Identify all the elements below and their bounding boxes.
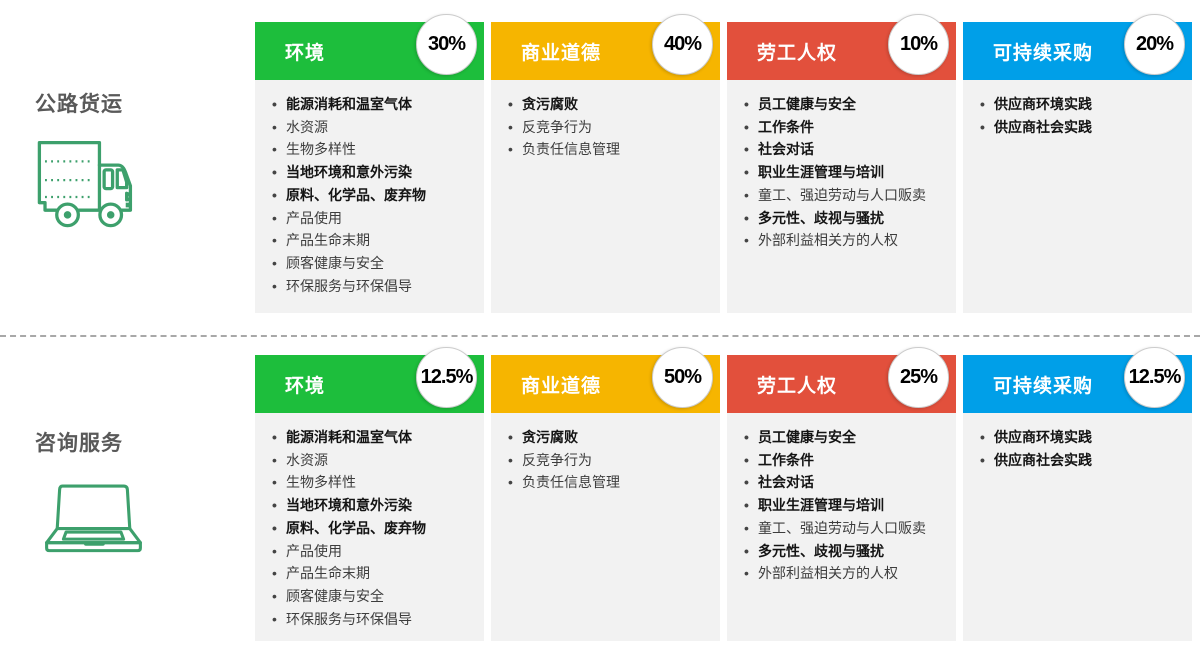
topic-list: 供应商环境实践供应商社会实践 — [963, 80, 1192, 313]
topic-item: 工作条件 — [741, 117, 940, 138]
topic-item: 反竞争行为 — [505, 117, 704, 138]
category-title: 可持续采购 — [993, 375, 1094, 397]
topic-item: 产品生命末期 — [269, 230, 468, 251]
topic-item: 能源消耗和温室气体 — [269, 94, 468, 115]
topic-item: 职业生涯管理与培训 — [741, 495, 940, 516]
topic-item: 水资源 — [269, 117, 468, 138]
percentage-badge: 12.5% — [416, 347, 477, 408]
category-title: 劳工人权 — [757, 42, 838, 64]
category-card-environment: 环境 12.5% 能源消耗和温室气体水资源生物多样性当地环境和意外污染原料、化学… — [255, 347, 484, 641]
topic-list: 能源消耗和温室气体水资源生物多样性当地环境和意外污染原料、化学品、废弃物产品使用… — [255, 80, 484, 313]
topic-list: 贪污腐败反竞争行为负责任信息管理 — [491, 80, 720, 313]
category-card-business-ethics: 商业道德 40% 贪污腐败反竞争行为负责任信息管理 — [491, 14, 720, 313]
topic-list: 贪污腐败反竞争行为负责任信息管理 — [491, 413, 720, 641]
topic-item: 职业生涯管理与培训 — [741, 162, 940, 183]
topic-item: 水资源 — [269, 450, 468, 471]
topic-item: 童工、强迫劳动与人口贩卖 — [741, 518, 940, 539]
topic-item: 外部利益相关方的人权 — [741, 563, 940, 584]
topic-item: 环保服务与环保倡导 — [269, 609, 468, 630]
topic-item: 童工、强迫劳动与人口贩卖 — [741, 185, 940, 206]
category-title: 商业道德 — [521, 375, 602, 397]
topic-list: 供应商环境实践供应商社会实践 — [963, 413, 1192, 641]
topic-item: 顾客健康与安全 — [269, 253, 468, 274]
topic-item: 原料、化学品、废弃物 — [269, 185, 468, 206]
criteria-cards-row-2: 环境 12.5% 能源消耗和温室气体水资源生物多样性当地环境和意外污染原料、化学… — [255, 347, 1192, 641]
percentage-badge: 30% — [416, 14, 477, 75]
topic-item: 环保服务与环保倡导 — [269, 276, 468, 297]
category-card-sustainable-procurement: 可持续采购 12.5% 供应商环境实践供应商社会实践 — [963, 347, 1192, 641]
topic-list: 员工健康与安全工作条件社会对话职业生涯管理与培训童工、强迫劳动与人口贩卖多元性、… — [727, 80, 956, 313]
category-title: 环境 — [285, 375, 326, 397]
sector-label-road-freight: 公路货运 — [35, 93, 123, 116]
laptop-icon — [36, 477, 151, 565]
section-consulting: 咨询服务 环境 12.5% 能源消耗和温室气体水资源生物多样性当地环境和意外污染… — [0, 335, 1200, 671]
topic-item: 产品使用 — [269, 208, 468, 229]
topic-item: 产品生命末期 — [269, 563, 468, 584]
card-header: 商业道德 40% — [491, 14, 720, 80]
topic-item: 当地环境和意外污染 — [269, 162, 468, 183]
category-title: 劳工人权 — [757, 375, 838, 397]
percentage-badge: 10% — [888, 14, 949, 75]
topic-item: 供应商环境实践 — [977, 427, 1176, 448]
card-header: 商业道德 50% — [491, 347, 720, 413]
percentage-badge: 40% — [652, 14, 713, 75]
percentage-badge: 50% — [652, 347, 713, 408]
sector-label-consulting: 咨询服务 — [35, 432, 123, 455]
category-title: 可持续采购 — [993, 42, 1094, 64]
card-header: 劳工人权 25% — [727, 347, 956, 413]
topic-item: 工作条件 — [741, 450, 940, 471]
topic-item: 当地环境和意外污染 — [269, 495, 468, 516]
category-card-labor-rights: 劳工人权 10% 员工健康与安全工作条件社会对话职业生涯管理与培训童工、强迫劳动… — [727, 14, 956, 313]
percentage-badge: 12.5% — [1124, 347, 1185, 408]
topic-item: 多元性、歧视与骚扰 — [741, 541, 940, 562]
topic-list: 员工健康与安全工作条件社会对话职业生涯管理与培训童工、强迫劳动与人口贩卖多元性、… — [727, 413, 956, 641]
topic-item: 顾客健康与安全 — [269, 586, 468, 607]
category-card-business-ethics: 商业道德 50% 贪污腐败反竞争行为负责任信息管理 — [491, 347, 720, 641]
percentage-badge: 25% — [888, 347, 949, 408]
section-road-freight: 公路货运 环境 30% — [0, 0, 1200, 335]
truck-icon — [30, 130, 152, 235]
topic-list: 能源消耗和温室气体水资源生物多样性当地环境和意外污染原料、化学品、废弃物产品使用… — [255, 413, 484, 641]
topic-item: 生物多样性 — [269, 139, 468, 160]
topic-item: 供应商社会实践 — [977, 117, 1176, 138]
percentage-badge: 20% — [1124, 14, 1185, 75]
topic-item: 产品使用 — [269, 541, 468, 562]
topic-item: 反竞争行为 — [505, 450, 704, 471]
topic-item: 贪污腐败 — [505, 94, 704, 115]
topic-item: 负责任信息管理 — [505, 472, 704, 493]
card-header: 环境 12.5% — [255, 347, 484, 413]
topic-item: 能源消耗和温室气体 — [269, 427, 468, 448]
dashed-divider — [0, 335, 1200, 337]
topic-item: 供应商环境实践 — [977, 94, 1176, 115]
card-header: 环境 30% — [255, 14, 484, 80]
category-card-labor-rights: 劳工人权 25% 员工健康与安全工作条件社会对话职业生涯管理与培训童工、强迫劳动… — [727, 347, 956, 641]
card-header: 可持续采购 12.5% — [963, 347, 1192, 413]
category-title: 商业道德 — [521, 42, 602, 64]
topic-item: 负责任信息管理 — [505, 139, 704, 160]
topic-item: 社会对话 — [741, 472, 940, 493]
card-header: 劳工人权 10% — [727, 14, 956, 80]
category-card-environment: 环境 30% 能源消耗和温室气体水资源生物多样性当地环境和意外污染原料、化学品、… — [255, 14, 484, 313]
topic-item: 多元性、歧视与骚扰 — [741, 208, 940, 229]
category-card-sustainable-procurement: 可持续采购 20% 供应商环境实践供应商社会实践 — [963, 14, 1192, 313]
topic-item: 原料、化学品、废弃物 — [269, 518, 468, 539]
card-header: 可持续采购 20% — [963, 14, 1192, 80]
topic-item: 外部利益相关方的人权 — [741, 230, 940, 251]
topic-item: 贪污腐败 — [505, 427, 704, 448]
topic-item: 社会对话 — [741, 139, 940, 160]
topic-item: 供应商社会实践 — [977, 450, 1176, 471]
topic-item: 生物多样性 — [269, 472, 468, 493]
topic-item: 员工健康与安全 — [741, 427, 940, 448]
topic-item: 员工健康与安全 — [741, 94, 940, 115]
criteria-cards-row-1: 环境 30% 能源消耗和温室气体水资源生物多样性当地环境和意外污染原料、化学品、… — [255, 14, 1192, 313]
category-title: 环境 — [285, 42, 326, 64]
